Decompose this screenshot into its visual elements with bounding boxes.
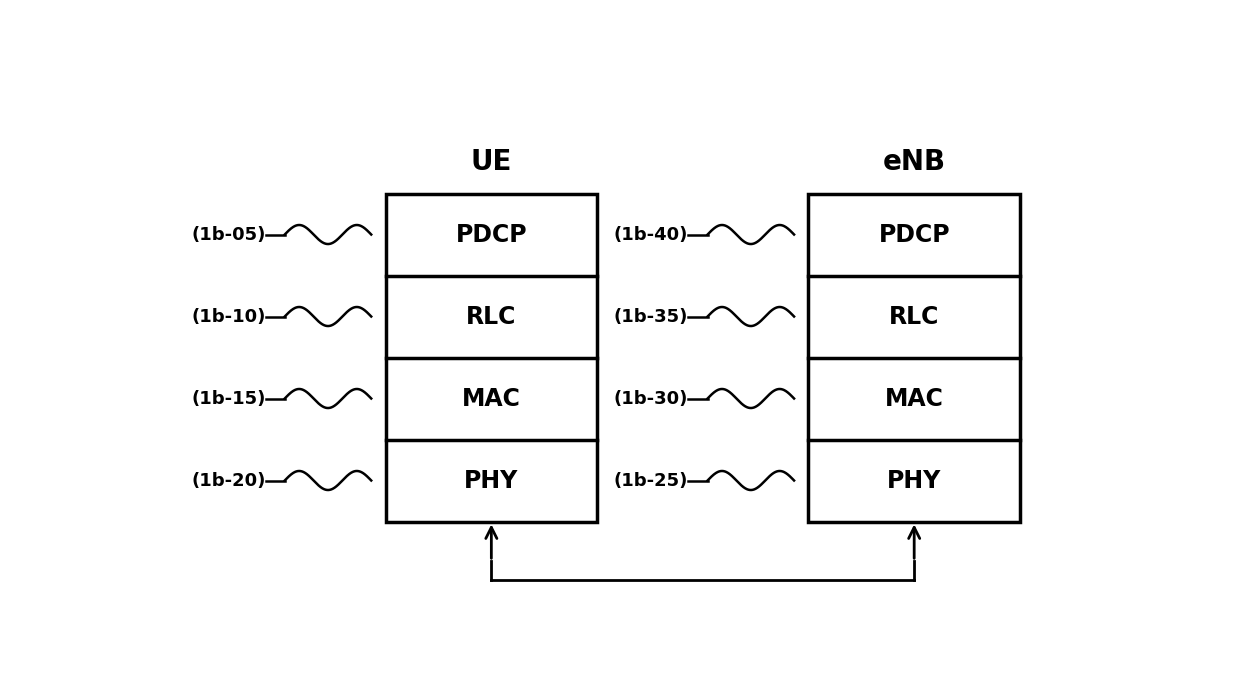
Text: (1b-20): (1b-20) (191, 471, 265, 490)
Text: PHY: PHY (887, 469, 941, 493)
Text: (1b-35): (1b-35) (614, 308, 688, 326)
Text: (1b-25): (1b-25) (614, 471, 688, 490)
Text: (1b-10): (1b-10) (191, 308, 265, 326)
Text: UE: UE (471, 148, 512, 176)
Text: PDCP: PDCP (455, 223, 527, 247)
Text: RLC: RLC (889, 304, 940, 328)
Text: (1b-30): (1b-30) (614, 390, 688, 407)
Text: (1b-40): (1b-40) (614, 225, 688, 243)
Text: RLC: RLC (466, 304, 517, 328)
Bar (386, 194, 596, 521)
Text: eNB: eNB (883, 148, 946, 176)
Text: PHY: PHY (464, 469, 518, 493)
Text: MAC: MAC (463, 387, 521, 411)
Text: (1b-15): (1b-15) (191, 390, 265, 407)
Bar (808, 194, 1019, 521)
Text: (1b-05): (1b-05) (191, 225, 265, 243)
Text: PDCP: PDCP (878, 223, 950, 247)
Text: MAC: MAC (885, 387, 944, 411)
